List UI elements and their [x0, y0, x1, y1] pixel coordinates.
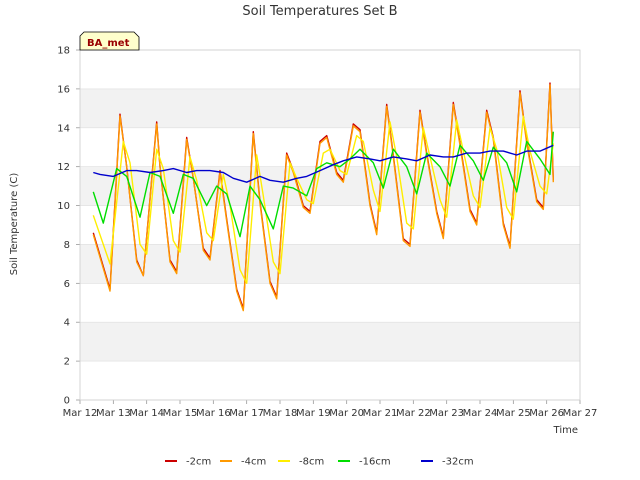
plot-border [79, 49, 581, 401]
series-line-neg8cm [92, 115, 554, 284]
y-tick-label: 14 [57, 123, 70, 134]
y-tick-label: 18 [57, 46, 70, 57]
y-tick-label: 2 [64, 357, 70, 368]
y-tick-label: 8 [64, 240, 70, 251]
grid-band [80, 244, 580, 284]
x-tick-label: Mar 15 [163, 408, 198, 419]
legend-label: -2cm [186, 457, 211, 468]
plot-background [80, 49, 580, 401]
grid-band [80, 322, 580, 362]
x-tick-label: Mar 19 [296, 408, 331, 419]
chart-title: Soil Temperatures Set B [242, 4, 397, 19]
x-tick-label: Mar 13 [96, 408, 131, 419]
series-line-neg4cm [92, 84, 554, 312]
y-tick-label: 12 [57, 162, 70, 173]
x-tick-label: Mar 24 [463, 408, 498, 419]
plot-frame [79, 49, 581, 401]
x-tick-label: Mar 16 [196, 408, 231, 419]
badge-label: BA_met [87, 38, 130, 49]
legend-label: -4cm [241, 457, 266, 468]
y-axis-label: Soil Temperature (C) [9, 173, 20, 276]
y-axis-ticks: 0 2 4 6 8 10 12 14 16 18 [57, 46, 80, 407]
y-tick-label: 16 [57, 84, 70, 95]
x-tick-label: Mar 22 [396, 408, 431, 419]
grid-band [80, 88, 580, 128]
legend-label: -8cm [299, 457, 324, 468]
x-tick-label: Mar 14 [129, 408, 164, 419]
x-tick-label: Mar 23 [429, 408, 464, 419]
x-tick-label: Mar 18 [263, 408, 298, 419]
series-line-neg32cm [93, 144, 554, 183]
legend: -2cm -4cm -8cm -16cm -32cm [165, 457, 474, 468]
x-tick-label: Mar 17 [229, 408, 264, 419]
y-tick-label: 10 [57, 201, 70, 212]
y-tick-label: 6 [64, 279, 70, 290]
x-tick-label: Mar 25 [496, 408, 531, 419]
y-tick-label: 0 [64, 396, 70, 407]
badge: BA_met [79, 31, 140, 51]
x-tick-label: Mar 12 [63, 408, 98, 419]
x-tick-label: Mar 21 [363, 408, 398, 419]
x-tick-label: Mar 20 [329, 408, 364, 419]
x-tick-label: Mar 27 [563, 408, 598, 419]
legend-label: -16cm [359, 457, 391, 468]
legend-label: -32cm [442, 457, 474, 468]
y-tick-label: 4 [64, 318, 70, 329]
badge-box [79, 31, 140, 51]
series-line-neg16cm [92, 131, 554, 238]
x-tick-label: Mar 26 [529, 408, 564, 419]
series-lines [92, 82, 554, 312]
x-axis-label: Time [553, 425, 578, 436]
